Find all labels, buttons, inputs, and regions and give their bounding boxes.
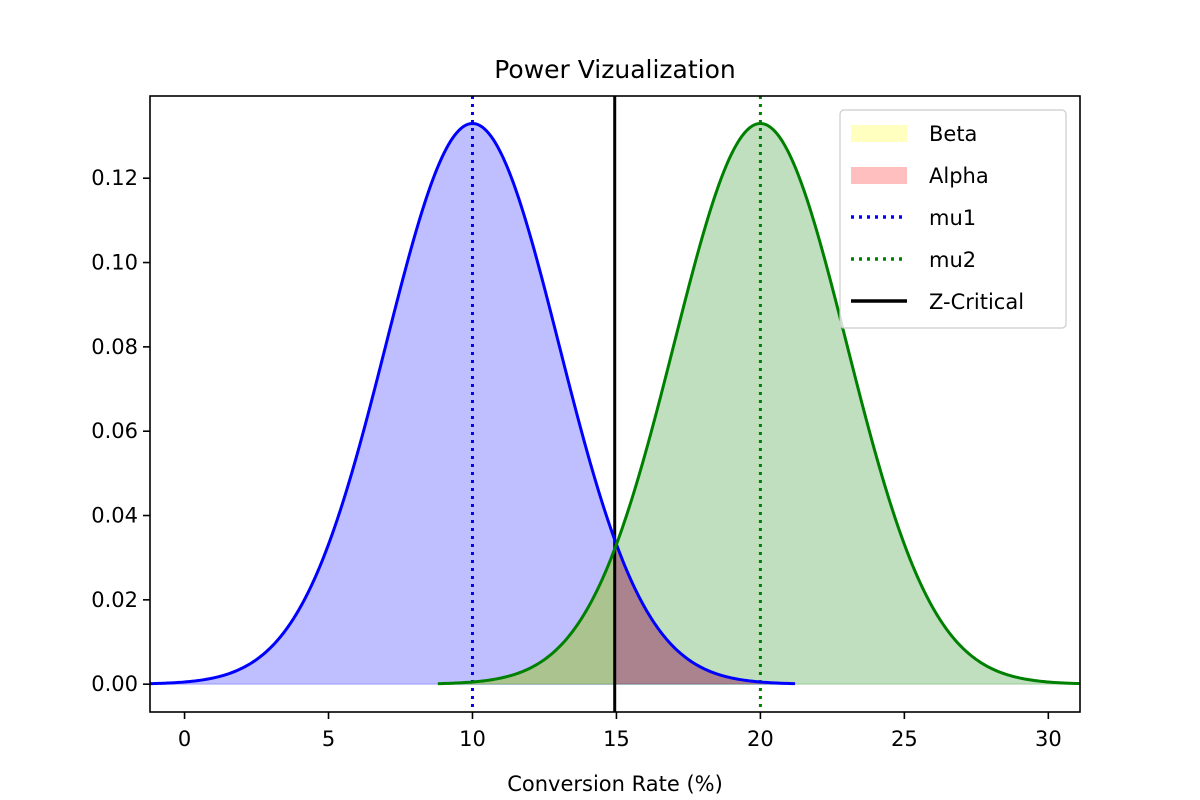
x-tick-label-30: 30 — [1035, 727, 1062, 751]
legend: Beta Alpha mu1 mu2 Z-Critical — [839, 109, 1067, 329]
y-tick-label-1: 0.02 — [91, 588, 138, 612]
legend-label-mu1: mu1 — [929, 206, 976, 230]
distribution-curve-null — [150, 121, 795, 686]
axes-frame — [149, 95, 1081, 713]
legend-label-beta: Beta — [929, 122, 977, 146]
legend-box — [839, 109, 1067, 329]
plot-area — [150, 96, 1080, 712]
legend-swatch-alpha — [851, 167, 907, 184]
legend-label-mu2: mu2 — [929, 248, 976, 272]
x-tick-label-5: 5 — [322, 727, 335, 751]
legend-label-alpha: Alpha — [929, 164, 989, 188]
x-tick-label-20: 20 — [747, 727, 774, 751]
region-beta — [437, 548, 615, 685]
y-tick-label-4: 0.08 — [91, 335, 138, 359]
legend-label-z-critical: Z-Critical — [929, 290, 1024, 314]
x-tick-label-10: 10 — [459, 727, 486, 751]
distribution-curve-alt — [437, 121, 1080, 686]
y-tick-label-5: 0.10 — [91, 251, 138, 275]
chart-title: Power Vizualization — [494, 55, 736, 84]
legend-swatch-beta — [851, 125, 907, 142]
y-tick-label-3: 0.06 — [91, 419, 138, 443]
x-tick-label-25: 25 — [891, 727, 918, 751]
y-tick-label-0: 0.00 — [91, 672, 138, 696]
plot-content — [150, 96, 1080, 712]
axis-ticks: 0 5 10 15 20 25 30 0.00 0.02 0.04 0.06 0.08 0.10 0.12 — [91, 166, 1061, 751]
x-axis-label: Conversion Rate (%) — [507, 772, 723, 796]
region-alpha — [614, 539, 795, 685]
y-tick-label-2: 0.04 — [91, 504, 138, 528]
y-tick-label-6: 0.12 — [91, 166, 138, 190]
x-tick-label-15: 15 — [603, 727, 630, 751]
x-tick-label-0: 0 — [178, 727, 191, 751]
